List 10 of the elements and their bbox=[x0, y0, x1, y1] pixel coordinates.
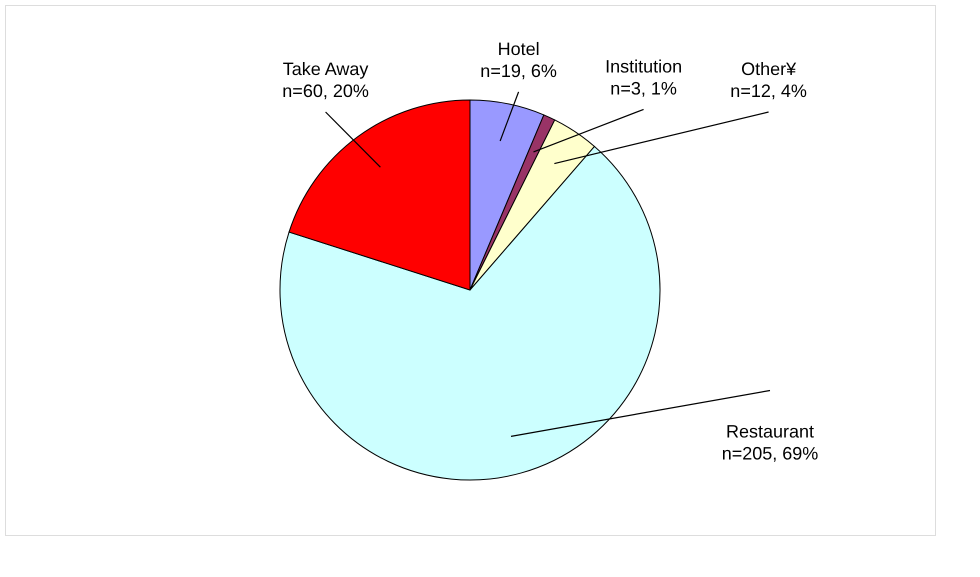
data-label: n=205, 69% bbox=[722, 444, 818, 464]
data-label: n=3, 1% bbox=[610, 78, 677, 98]
slice-label: Institution bbox=[605, 56, 682, 76]
slice-label: Restaurant bbox=[726, 422, 814, 442]
slice-label: Hotel bbox=[498, 38, 540, 59]
data-label: n=12, 4% bbox=[730, 81, 807, 101]
slice-label: Take Away bbox=[282, 59, 368, 79]
data-label: n=60, 20% bbox=[282, 81, 369, 101]
data-label: n=19, 6% bbox=[480, 60, 557, 81]
slice-label: Other¥ bbox=[741, 59, 798, 79]
